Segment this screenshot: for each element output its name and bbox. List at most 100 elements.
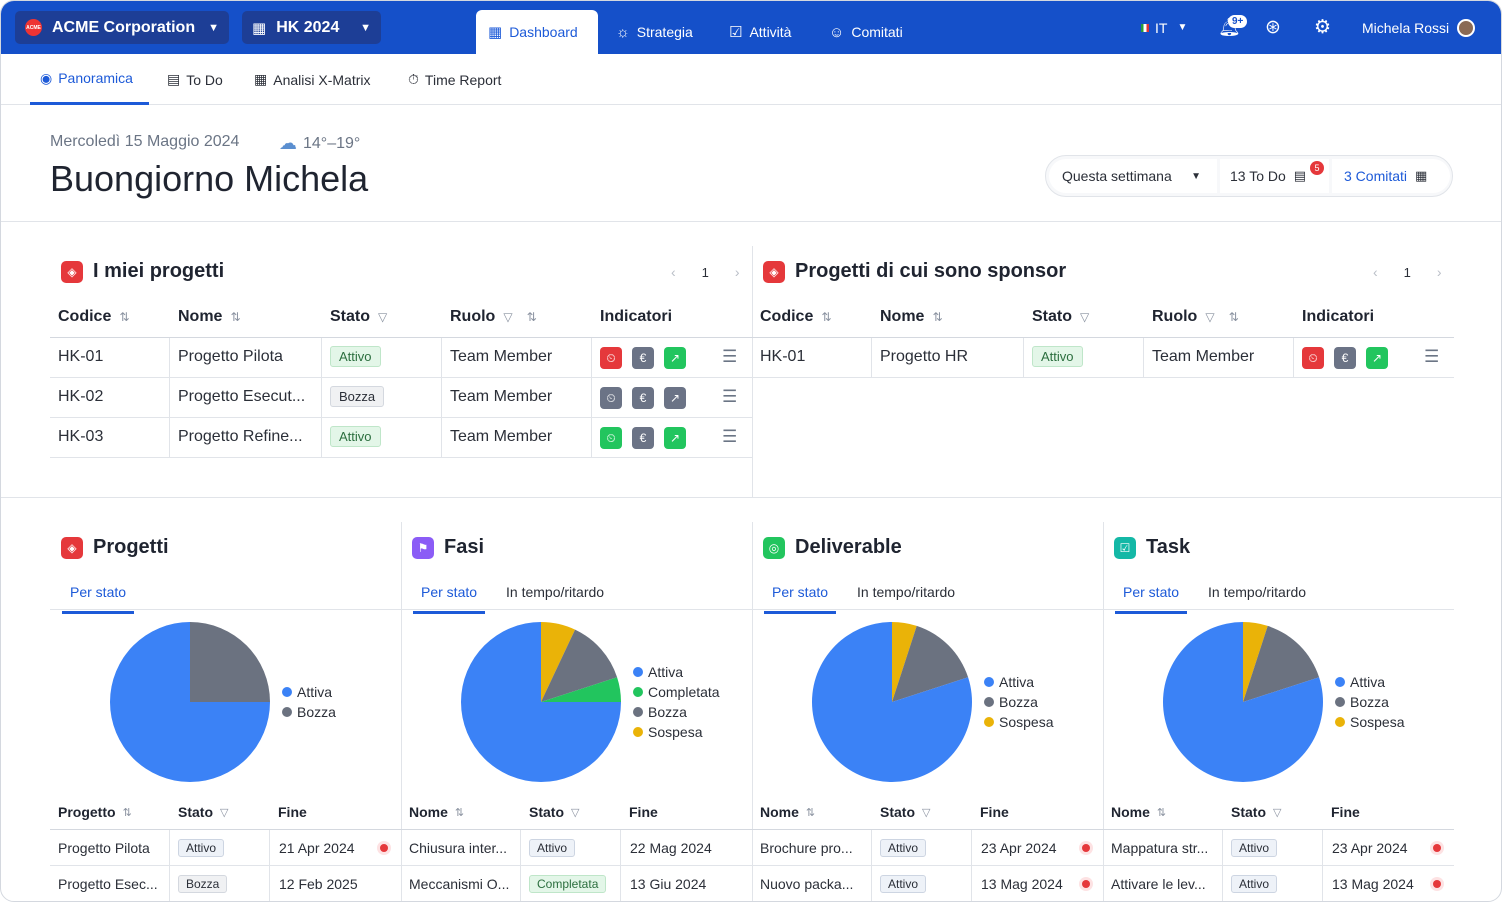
euro-indicator-icon[interactable]: € — [632, 427, 654, 449]
pie-slice-attiva[interactable] — [812, 622, 972, 782]
legend-item[interactable]: Sospesa — [1335, 712, 1404, 732]
panel-1-header-0[interactable]: Nome ⇅ — [409, 804, 464, 820]
legend-item[interactable]: Attiva — [633, 662, 720, 682]
filter-icon[interactable]: ▽ — [1205, 310, 1215, 324]
row-name[interactable]: Progetto Pilota — [58, 840, 150, 856]
panel-2-header-2[interactable]: Fine — [980, 804, 1009, 820]
archive-icon[interactable]: ☰ — [722, 347, 738, 366]
org-selector[interactable]: ACME ACME Corporation ▼ — [15, 11, 229, 44]
row-name[interactable]: Progetto Esec... — [58, 876, 158, 892]
sort-icon[interactable]: ⇅ — [122, 806, 132, 819]
legend-item[interactable]: Attiva — [282, 682, 336, 702]
filter-icon[interactable]: ▽ — [1080, 310, 1090, 324]
chevron-left-icon[interactable]: ‹ — [1373, 264, 1378, 280]
row-name[interactable]: Progetto Esecut... — [178, 388, 306, 405]
gear-icon[interactable]: ⚙ — [1314, 17, 1332, 38]
pie-slice-attiva[interactable] — [110, 622, 270, 782]
row-name[interactable]: Brochure pro... — [760, 840, 853, 856]
clock-indicator-icon[interactable]: ⏲ — [1302, 347, 1324, 369]
subtab-xmatrix[interactable]: ▦ Analisi X-Matrix — [244, 54, 380, 105]
period-select[interactable]: Questa settimana ▼ — [1049, 159, 1217, 193]
filter-icon[interactable]: ▽ — [378, 310, 388, 324]
panel-2-header-1[interactable]: Stato ▽ — [880, 804, 930, 820]
pie-slice-attiva[interactable] — [1163, 622, 1323, 782]
row-name[interactable]: Progetto HR — [880, 348, 969, 365]
tab-in-tempo[interactable]: In tempo/ritardo — [1208, 584, 1307, 600]
panel-3-header-2[interactable]: Fine — [1331, 804, 1360, 820]
euro-indicator-icon[interactable]: € — [632, 387, 654, 409]
sponsor-header-1[interactable]: Nome ⇅ — [880, 308, 943, 326]
row-name[interactable]: Chiusura inter... — [409, 840, 508, 856]
legend-item[interactable]: Bozza — [1335, 692, 1404, 712]
sort-icon[interactable]: ⇅ — [821, 310, 832, 324]
pie-slice-sospesa[interactable] — [892, 622, 917, 702]
page-number[interactable]: 1 — [1403, 264, 1411, 280]
subtab-panoramica[interactable]: ◉ Panoramica — [30, 54, 149, 105]
trend-indicator-icon[interactable]: ↗ — [1366, 347, 1388, 369]
projects-header-4[interactable]: Indicatori — [600, 308, 672, 326]
panel-3-header-1[interactable]: Stato ▽ — [1231, 804, 1281, 820]
projects-header-3[interactable]: Ruolo ▽ ⇅ — [450, 308, 537, 326]
sponsor-header-3[interactable]: Ruolo ▽ ⇅ — [1152, 308, 1239, 326]
tab-in-tempo[interactable]: In tempo/ritardo — [857, 584, 956, 600]
sort-icon[interactable]: ⇅ — [526, 310, 537, 324]
tab-in-tempo[interactable]: In tempo/ritardo — [506, 584, 605, 600]
row-name[interactable]: Meccanismi O... — [409, 876, 510, 892]
filter-icon[interactable]: ▽ — [922, 806, 931, 819]
sort-icon[interactable]: ⇅ — [454, 806, 465, 819]
euro-indicator-icon[interactable]: € — [632, 347, 654, 369]
euro-indicator-icon[interactable]: € — [1334, 347, 1356, 369]
projects-header-2[interactable]: Stato ▽ — [330, 308, 387, 326]
legend-item[interactable]: Attiva — [984, 672, 1053, 692]
comitati-button[interactable]: 3 Comitati ▦ — [1332, 159, 1450, 193]
hk-selector[interactable]: ▦ HK 2024 ▼ — [242, 11, 381, 44]
sponsor-header-2[interactable]: Stato ▽ — [1032, 308, 1089, 326]
clock-indicator-icon[interactable]: ⏲ — [600, 427, 622, 449]
trend-indicator-icon[interactable]: ↗ — [664, 427, 686, 449]
archive-icon[interactable]: ☰ — [1424, 347, 1440, 366]
panel-1-header-1[interactable]: Stato ▽ — [529, 804, 579, 820]
filter-icon[interactable]: ▽ — [571, 806, 580, 819]
tab-dashboard[interactable]: ▦ Dashboard — [476, 10, 598, 54]
trend-indicator-icon[interactable]: ↗ — [664, 347, 686, 369]
sort-icon[interactable]: ⇅ — [932, 310, 943, 324]
filter-icon[interactable]: ▽ — [1273, 806, 1282, 819]
tab-per-stato[interactable]: Per stato — [62, 584, 135, 614]
language-selector[interactable]: IT ▼ — [1141, 1, 1187, 54]
tab-attivita[interactable]: ☑ Attività — [717, 10, 803, 54]
tab-per-stato[interactable]: Per stato — [413, 584, 486, 614]
archive-icon[interactable]: ☰ — [722, 427, 738, 446]
trend-indicator-icon[interactable]: ↗ — [664, 387, 686, 409]
pie-slice-bozza[interactable] — [1243, 625, 1320, 702]
row-name[interactable]: Nuovo packa... — [760, 876, 854, 892]
tab-strategia[interactable]: ☼ Strategia — [604, 10, 705, 54]
legend-item[interactable]: Bozza — [984, 692, 1053, 712]
tab-per-stato[interactable]: Per stato — [1115, 584, 1188, 614]
archive-icon[interactable]: ☰ — [722, 387, 738, 406]
sort-icon[interactable]: ⇅ — [230, 310, 241, 324]
legend-item[interactable]: Bozza — [282, 702, 336, 722]
projects-header-1[interactable]: Nome ⇅ — [178, 308, 241, 326]
clock-indicator-icon[interactable]: ⏲ — [600, 347, 622, 369]
chevron-right-icon[interactable]: › — [734, 264, 740, 280]
panel-0-header-1[interactable]: Stato ▽ — [178, 804, 228, 820]
sort-icon[interactable]: ⇅ — [119, 310, 130, 324]
panel-2-header-0[interactable]: Nome ⇅ — [760, 804, 815, 820]
panel-1-header-2[interactable]: Fine — [629, 804, 658, 820]
sponsor-header-0[interactable]: Codice ⇅ — [760, 308, 831, 326]
panel-0-header-0[interactable]: Progetto ⇅ — [58, 804, 132, 820]
panel-3-header-0[interactable]: Nome ⇅ — [1111, 804, 1166, 820]
help-icon[interactable]: ⊛ — [1265, 17, 1281, 38]
row-name[interactable]: Mappatura str... — [1111, 840, 1209, 856]
sponsor-header-4[interactable]: Indicatori — [1302, 308, 1374, 326]
panel-0-header-2[interactable]: Fine — [278, 804, 307, 820]
chevron-right-icon[interactable]: › — [1436, 264, 1442, 280]
chevron-left-icon[interactable]: ‹ — [671, 264, 676, 280]
pie-slice-completata[interactable] — [541, 677, 621, 702]
projects-header-0[interactable]: Codice ⇅ — [58, 308, 129, 326]
pie-slice-sospesa[interactable] — [1243, 622, 1268, 702]
sort-icon[interactable]: ⇅ — [805, 806, 816, 819]
page-number[interactable]: 1 — [701, 264, 709, 280]
sort-icon[interactable]: ⇅ — [1156, 806, 1167, 819]
legend-item[interactable]: Completata — [633, 682, 720, 702]
